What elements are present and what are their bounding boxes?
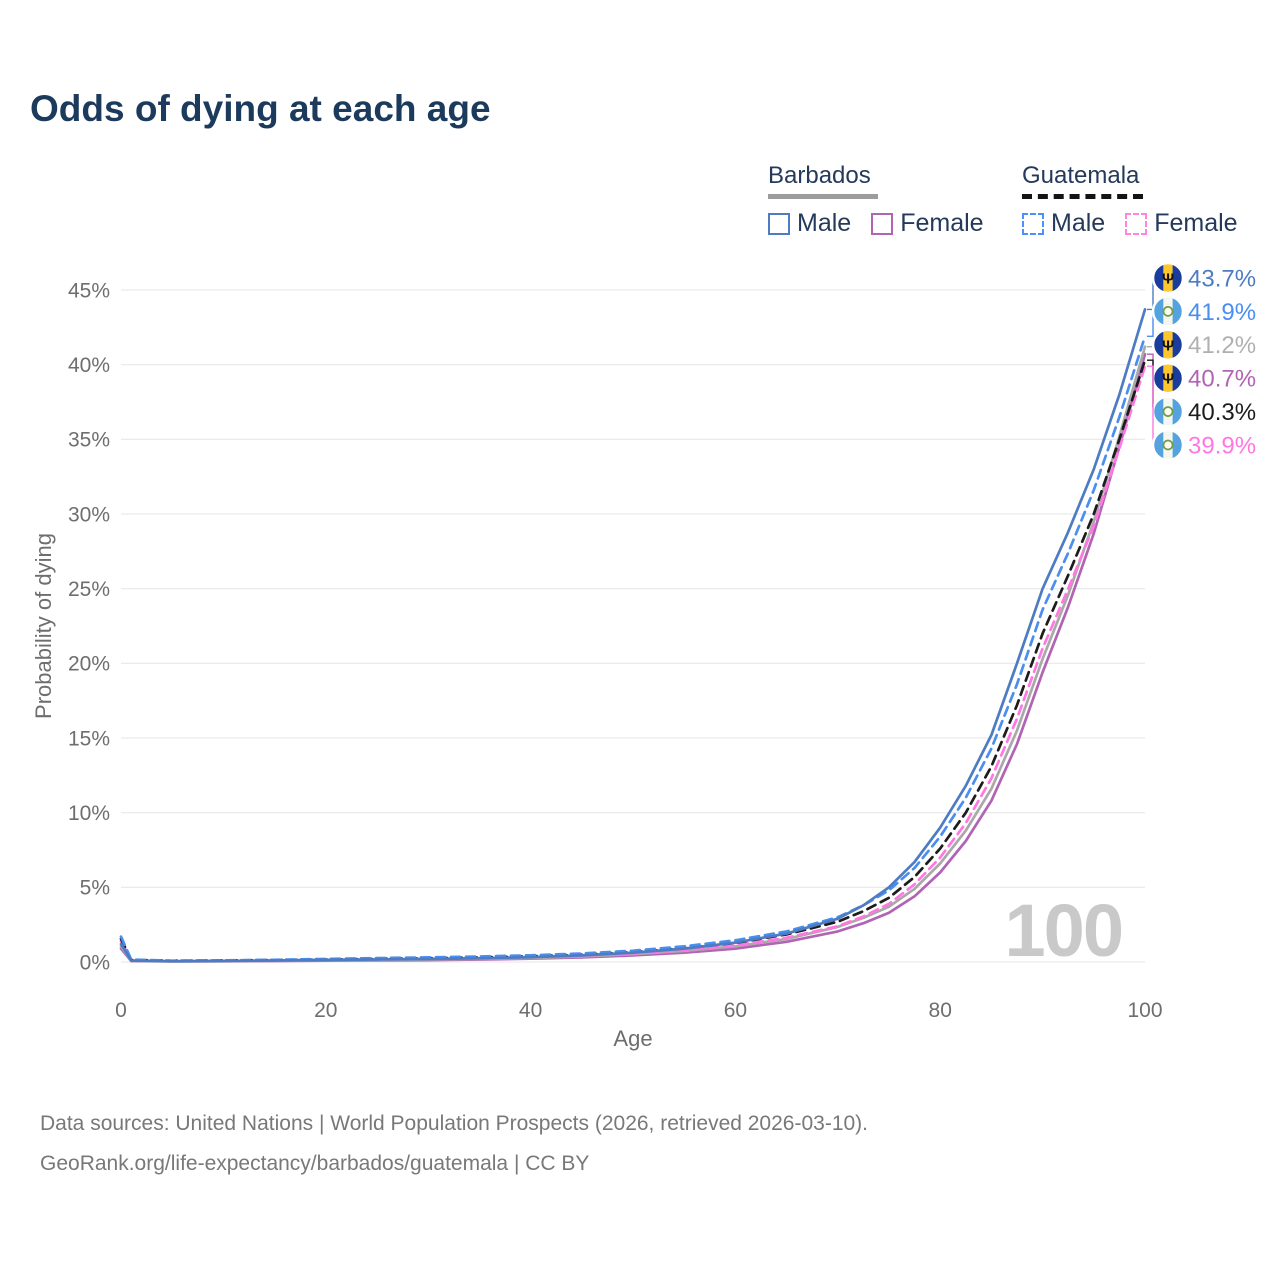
page-title: Odds of dying at each age [30, 88, 491, 129]
y-tick-label: 25% [68, 578, 110, 601]
svg-text:Ψ: Ψ [1162, 371, 1174, 388]
footer: Data sources: United Nations | World Pop… [40, 1104, 868, 1184]
guatemala-female-line[interactable] [119, 364, 1147, 963]
barbados-female-label: Female [900, 209, 984, 237]
guatemala-male-swatch[interactable] [1022, 212, 1044, 235]
y-tick-label: 0% [80, 951, 110, 974]
barbados-female-swatch[interactable] [871, 212, 894, 235]
x-tick-label: 20 [314, 999, 337, 1022]
barbados-female-end-value-label: 40.7% [1188, 366, 1256, 393]
y-tick-label: 35% [68, 429, 110, 452]
guatemala-female-swatch[interactable] [1125, 212, 1148, 235]
legend-country-guatemala[interactable]: Guatemala [1022, 162, 1140, 189]
svg-text:Ψ: Ψ [1162, 271, 1174, 288]
guatemala-both-sexes-end-value-label: 40.3% [1188, 399, 1256, 426]
y-tick-label: 10% [68, 802, 110, 825]
guatemala-female-end-value-label: 39.9% [1188, 432, 1256, 459]
x-tick-label: 80 [929, 999, 952, 1022]
y-tick-label: 40% [68, 354, 110, 377]
x-tick-label: 40 [519, 999, 542, 1022]
x-tick-label: 0 [115, 999, 127, 1022]
flag-guatemala-icon [1151, 428, 1185, 462]
y-tick-label: 45% [68, 279, 110, 302]
barbados-male-end-value-label: 43.7% [1188, 265, 1256, 292]
x-axis-title: Age [613, 1026, 653, 1051]
series-lines [119, 308, 1147, 963]
flag-barbados-icon: Ψ [1151, 328, 1185, 362]
y-tick-label: 30% [68, 503, 110, 526]
guatemala-male-end-value-label: 41.9% [1188, 299, 1256, 326]
legend-row-barbados: Male Female [768, 209, 1004, 238]
hover-age-watermark: 100 [1005, 889, 1122, 972]
footer-georank-link[interactable]: GeoRank.org/life-expectancy/barbados/gua… [40, 1151, 590, 1175]
end-labels: Ψ 43.7% 41.9% Ψ 41.2% Ψ 40.7% 40.3% 39.9% [1147, 261, 1256, 462]
guatemala-both-sexes-line[interactable] [119, 358, 1147, 963]
y-tick-label: 15% [68, 727, 110, 750]
y-tick-label: 20% [68, 653, 110, 676]
legend-group-guatemala: Guatemala Male Female [1022, 162, 1258, 238]
x-tick-label: 100 [1127, 999, 1162, 1022]
legend-group-barbados: Barbados Male Female [768, 162, 1004, 238]
hover-age-watermark-layer: 100 [1005, 889, 1124, 972]
guatemala-male-line[interactable] [119, 334, 1147, 963]
y-tick-label: 5% [80, 877, 110, 900]
x-tick-label: 60 [724, 999, 747, 1022]
flag-barbados-icon: Ψ [1151, 361, 1185, 395]
barbados-male-swatch[interactable] [768, 212, 790, 235]
footer-data-sources: Data sources: United Nations | World Pop… [40, 1112, 869, 1135]
barbados-female-line[interactable] [119, 352, 1147, 963]
legend-country-barbados[interactable]: Barbados [768, 162, 871, 189]
barbados-both-sexes-end-value-label: 41.2% [1188, 332, 1256, 359]
guatemala-male-label: Male [1051, 209, 1106, 237]
flag-barbados-icon: Ψ [1151, 261, 1185, 295]
flag-guatemala-icon [1151, 295, 1185, 328]
guatemala-line-style-swatch [1022, 194, 1143, 199]
barbados-line-style-swatch [768, 194, 878, 199]
barbados-male-line[interactable] [119, 308, 1147, 963]
svg-text:Ψ: Ψ [1162, 337, 1174, 354]
gridlines-and-ticks: 0% 5% 10% 15% 20% 25% 30% 35% 40% 45% 0 20 40 60 80 100 [68, 279, 1163, 1022]
guatemala-female-label: Female [1154, 209, 1238, 237]
legend-row-guatemala: Male Female [1022, 209, 1258, 238]
barbados-male-label: Male [797, 209, 852, 237]
flag-guatemala-icon [1151, 395, 1185, 428]
